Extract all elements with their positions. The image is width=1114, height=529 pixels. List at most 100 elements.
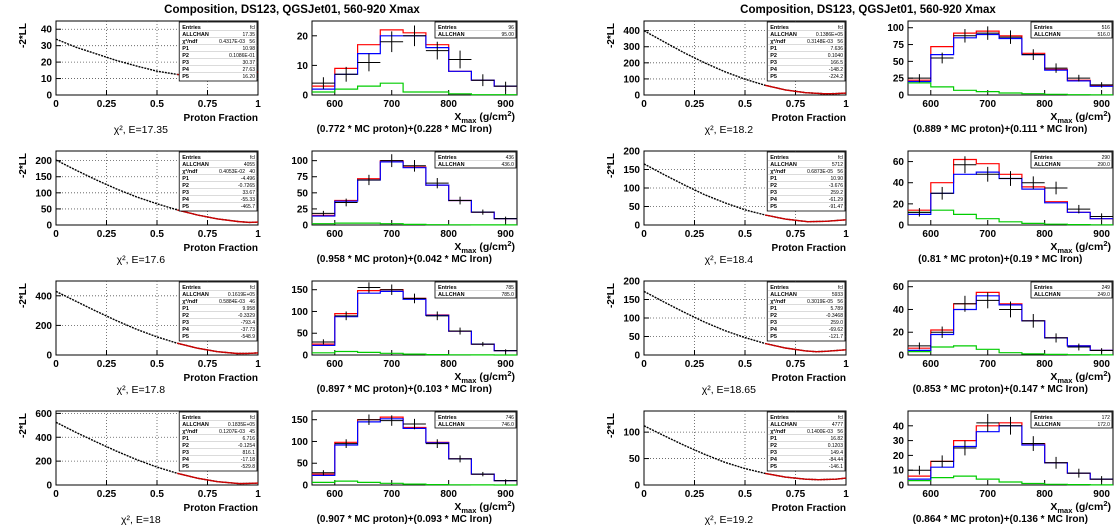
x-axis-title: Xmax (g/cm2) bbox=[454, 499, 515, 515]
llh-panel-left-4: 0 0.25 0.5 0.75 1 0 200 400 600 Entries fcl ALLCHAN… bbox=[18, 409, 261, 526]
composition-caption: (0.897 * MC proton)+(0.103 * MC Iron) bbox=[317, 384, 492, 395]
stats-value: -17.18 bbox=[241, 457, 255, 463]
stats-ndf: 56 bbox=[837, 299, 843, 305]
stats-ndf: 46 bbox=[249, 299, 255, 305]
stats-label: P5 bbox=[182, 334, 189, 340]
y-tick-label: 20 bbox=[41, 58, 53, 69]
y-tick-label: 50 bbox=[297, 459, 309, 470]
y-tick-label: 0 bbox=[46, 481, 52, 492]
chi2-caption: χ², E=18.2 bbox=[705, 124, 754, 136]
stats-chi2: 0.3019E-05 bbox=[807, 299, 833, 305]
mc-iron-histogram bbox=[312, 82, 517, 96]
x-tick-label: 900 bbox=[1093, 359, 1110, 370]
x-tick-label: 0.5 bbox=[738, 99, 752, 110]
xmax-panel-right-2: 600 700 800 900 0 20 40 60 Entries 290 ALLCHAN 290.… bbox=[893, 150, 1114, 265]
stats-box bbox=[1030, 281, 1113, 299]
y-tick-label: 20 bbox=[893, 451, 905, 462]
stats-value: -121.7 bbox=[829, 334, 843, 340]
stats-ndf: 40 bbox=[249, 169, 255, 175]
stats-value: -548.9 bbox=[241, 334, 255, 340]
stats-label: Entries bbox=[182, 415, 201, 421]
x-axis-title-part: X bbox=[454, 241, 461, 253]
y-tick-label: 0 bbox=[46, 221, 52, 232]
x-axis-title-part: 2 bbox=[1103, 109, 1107, 118]
y-tick-label: 0 bbox=[634, 91, 640, 102]
stats-label: ALLCHAN bbox=[438, 162, 465, 168]
x-tick-label: 1 bbox=[255, 359, 261, 370]
stats-label: χ²/ndf bbox=[770, 298, 785, 305]
stats-label: P1 bbox=[770, 176, 777, 182]
y-tick-label: 200 bbox=[35, 457, 52, 468]
y-tick-label: 200 bbox=[623, 277, 640, 288]
y-axis-title: -2*LL bbox=[606, 283, 617, 308]
stats-box bbox=[1030, 151, 1113, 169]
stats-label: ALLCHAN bbox=[770, 292, 797, 298]
y-tick-label: 400 bbox=[35, 291, 52, 302]
stats-label: ALLCHAN bbox=[770, 162, 797, 168]
mc-iron-histogram bbox=[312, 350, 517, 356]
x-tick-label: 0 bbox=[53, 489, 59, 500]
llh-fit-curve bbox=[765, 472, 847, 481]
x-axis-title: Proton Fraction bbox=[772, 243, 846, 254]
llh-panel-right-1: 0 0.25 0.5 0.75 1 0 100 200 300 400 Entries fcl ALLC… bbox=[606, 20, 849, 136]
stats-chi2: 0.4317E-03 bbox=[219, 39, 245, 45]
stats-value: 10.98 bbox=[242, 46, 255, 52]
x-tick-label: 0 bbox=[641, 99, 647, 110]
x-tick-label: 700 bbox=[979, 359, 996, 370]
stats-chi2: 0.6873E-05 bbox=[807, 169, 833, 175]
x-tick-label: 0.25 bbox=[685, 489, 705, 500]
stats-label: P5 bbox=[182, 204, 189, 210]
stats-box bbox=[434, 151, 517, 169]
x-tick-label: 1 bbox=[843, 489, 849, 500]
x-tick-label: 0.75 bbox=[198, 229, 218, 240]
x-tick-label: 0.25 bbox=[685, 359, 705, 370]
stats-value: 746.0 bbox=[501, 422, 514, 428]
stats-value: -529.8 bbox=[241, 464, 255, 470]
stats-value: -0.1254 bbox=[238, 443, 255, 449]
stats-value: -0.3329 bbox=[238, 313, 255, 319]
stats-label: Entries bbox=[770, 415, 789, 421]
x-axis-title-part: 2 bbox=[507, 369, 511, 378]
stats-label: Entries bbox=[1034, 415, 1053, 421]
x-tick-label: 0.25 bbox=[97, 489, 117, 500]
plot-frame bbox=[907, 150, 1114, 226]
stats-value: fcl bbox=[838, 415, 843, 421]
stats-value: fcl bbox=[838, 285, 843, 291]
llh-panel-right-4: 0 0.25 0.5 0.75 1 0 50 100 Entries fcl ALLCHAN 4777… bbox=[606, 410, 849, 526]
stats-value: fcl bbox=[838, 155, 843, 161]
chi2-caption: χ², E=19.2 bbox=[705, 514, 754, 526]
x-axis-title-part: ) bbox=[512, 111, 516, 123]
x-tick-label: 600 bbox=[922, 99, 939, 110]
x-axis-title-part: (g/cm bbox=[1072, 111, 1103, 123]
x-tick-label: 0.75 bbox=[198, 359, 218, 370]
xmax-panel-right-3: 600 700 800 900 0 20 40 60 Entries 249 ALLCHAN 249.… bbox=[893, 280, 1114, 395]
x-tick-label: 0.5 bbox=[150, 489, 164, 500]
x-axis-title: Proton Fraction bbox=[772, 113, 846, 124]
x-axis-title: Xmax (g/cm2) bbox=[1050, 499, 1111, 515]
y-tick-label: 0 bbox=[302, 91, 308, 102]
stats-label: ALLCHAN bbox=[182, 32, 209, 38]
figure-title-right: Composition, DS123, QGSJet01, 560-920 Xm… bbox=[740, 4, 996, 16]
stats-value: 5712 bbox=[832, 162, 843, 168]
y-tick-label: 150 bbox=[623, 165, 640, 176]
y-tick-label: 200 bbox=[35, 321, 52, 332]
composition-caption: (0.853 * MC proton)+(0.147 * MC Iron) bbox=[913, 384, 1088, 395]
xmax-panel-left-1: 600 700 800 900 0 10 20 Entries 96 ALLCHAN 95.00 Xm… bbox=[297, 20, 518, 135]
xmax-panel-right-4: 600 700 800 900 0 10 20 30 40 Entries 172 ALLCHAN 17… bbox=[893, 410, 1114, 525]
x-tick-label: 0.5 bbox=[150, 99, 164, 110]
x-tick-label: 900 bbox=[1093, 99, 1110, 110]
stats-value: -224.2 bbox=[829, 74, 843, 80]
stats-label: P1 bbox=[182, 176, 189, 182]
y-tick-label: 20 bbox=[893, 199, 905, 210]
chi2-caption: χ², E=18.4 bbox=[705, 254, 754, 266]
y-tick-label: 75 bbox=[297, 172, 309, 183]
stats-box bbox=[434, 411, 517, 429]
x-tick-label: 600 bbox=[326, 359, 343, 370]
stats-box bbox=[1030, 21, 1113, 39]
y-tick-label: 200 bbox=[623, 147, 640, 158]
y-tick-label: 75 bbox=[893, 40, 905, 51]
y-tick-label: 30 bbox=[893, 436, 905, 447]
stats-label: P1 bbox=[770, 436, 777, 442]
stats-value: 249.0 bbox=[1097, 292, 1110, 298]
